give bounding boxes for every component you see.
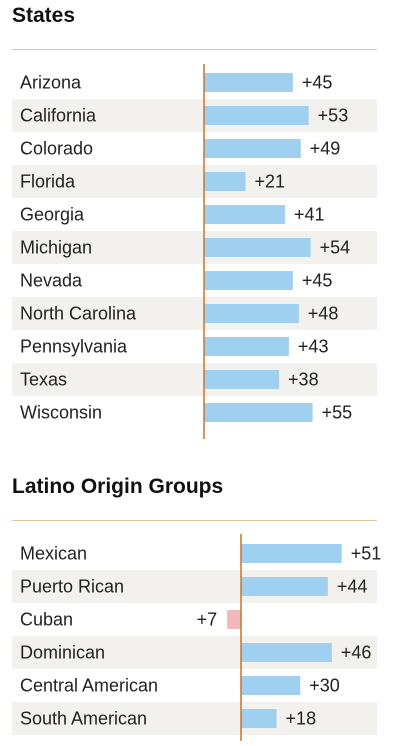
category-label-wisconsin: Wisconsin: [20, 403, 102, 423]
value-label-dominican: +46: [341, 643, 372, 663]
category-label-north-carolina: North Carolina: [20, 304, 137, 324]
bar-michigan: [204, 238, 311, 257]
bar-south-american: [241, 709, 277, 728]
category-label-california: California: [20, 106, 97, 126]
value-label-georgia: +41: [294, 205, 325, 225]
row-stripe: [12, 297, 377, 330]
states-bar-chart: Arizona +45 California +53 Colorado +49 Florid…: [12, 64, 377, 439]
category-label-colorado: Colorado: [20, 139, 93, 159]
bar-texas: [204, 370, 280, 389]
value-label-puerto-rican: +44: [337, 577, 368, 597]
value-label-pennsylvania: +43: [298, 337, 329, 357]
value-label-south-american: +18: [286, 709, 317, 729]
bar-central-american: [241, 676, 301, 695]
category-label-dominican: Dominican: [20, 643, 105, 663]
category-label-florida: Florida: [20, 172, 76, 192]
row-stripe: [12, 702, 377, 735]
bar-california: [204, 106, 309, 125]
value-label-colorado: +49: [310, 139, 341, 159]
bar-georgia: [204, 205, 285, 224]
bar-colorado: [204, 139, 301, 158]
category-label-cuban: Cuban: [20, 610, 73, 630]
bar-puerto-rican: [241, 577, 328, 596]
latino-origin-bar-chart: Mexican +51 Puerto Rican +44 Cuban +7 Dominica…: [12, 534, 382, 741]
category-label-michigan: Michigan: [20, 238, 92, 258]
value-label-arizona: +45: [302, 73, 333, 93]
category-label-south-american: South American: [20, 709, 147, 729]
row-stripe: [12, 99, 377, 132]
category-label-central-american: Central American: [20, 676, 158, 696]
bar-wisconsin: [204, 403, 313, 422]
row-stripe: [12, 363, 377, 396]
states-title-rule: [12, 49, 377, 50]
value-label-central-american: +30: [309, 676, 340, 696]
category-label-nevada: Nevada: [20, 271, 83, 291]
bar-pennsylvania: [204, 337, 289, 356]
value-label-michigan: +54: [320, 238, 351, 258]
category-label-texas: Texas: [20, 370, 67, 390]
category-label-pennsylvania: Pennsylvania: [20, 337, 128, 357]
latino-origin-groups-title: Latino Origin Groups: [12, 475, 224, 498]
category-label-mexican: Mexican: [20, 544, 87, 564]
value-label-cuban: +7: [197, 610, 218, 630]
category-label-georgia: Georgia: [20, 205, 85, 225]
value-label-texas: +38: [288, 370, 319, 390]
bar-north-carolina: [204, 304, 299, 323]
latino-title-rule: [12, 520, 377, 521]
value-label-florida: +21: [254, 172, 285, 192]
bar-nevada: [204, 271, 293, 290]
row-stripe: [12, 165, 377, 198]
value-label-wisconsin: +55: [322, 403, 353, 423]
value-label-nevada: +45: [302, 271, 333, 291]
category-label-puerto-rican: Puerto Rican: [20, 577, 124, 597]
bar-florida: [204, 172, 246, 191]
bar-mexican: [241, 544, 342, 563]
category-label-arizona: Arizona: [20, 73, 82, 93]
value-label-california: +53: [318, 106, 349, 126]
value-label-north-carolina: +48: [308, 304, 339, 324]
value-label-mexican: +51: [351, 544, 382, 564]
bar-arizona: [204, 73, 293, 92]
row-stripe: [12, 231, 377, 264]
bar-cuban: [227, 610, 241, 629]
bar-dominican: [241, 643, 332, 662]
states-title: States: [12, 4, 76, 27]
